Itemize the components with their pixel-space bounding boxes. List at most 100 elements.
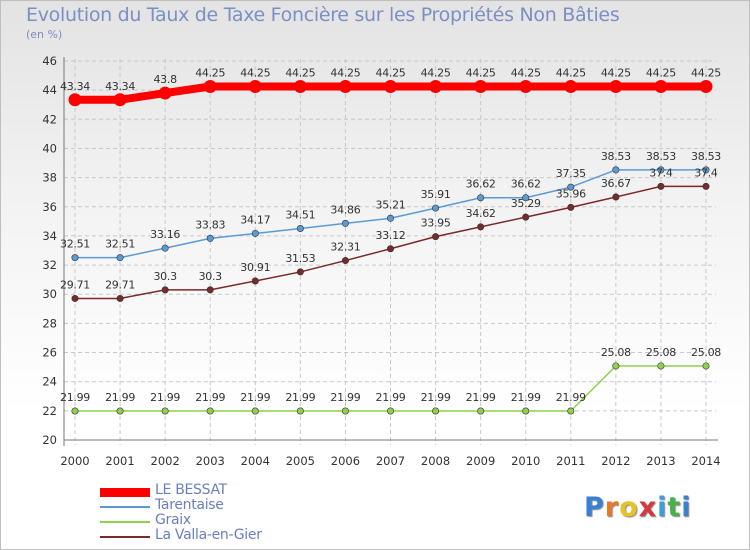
chart-title: Evolution du Taux de Taxe Foncière sur l…	[26, 4, 620, 26]
x-tick-label: 2012	[601, 454, 630, 468]
data-label: 44.25	[691, 67, 721, 80]
logo-letter: o	[619, 492, 639, 523]
data-label: 34.51	[285, 208, 315, 221]
x-tick-label: 2009	[466, 454, 495, 468]
data-point	[567, 407, 575, 415]
data-point	[564, 80, 578, 94]
data-point	[474, 80, 488, 94]
data-label: 21.99	[105, 391, 135, 404]
data-label: 21.99	[556, 391, 586, 404]
data-point	[522, 407, 530, 415]
logo-letter: r	[604, 492, 620, 523]
legend-swatch	[100, 536, 150, 538]
data-point	[296, 224, 304, 232]
data-label: 30.3	[199, 270, 223, 283]
y-tick-label: 26	[42, 346, 57, 360]
data-label: 21.99	[421, 391, 451, 404]
data-point	[161, 244, 169, 252]
data-point	[432, 233, 440, 241]
y-tick-label: 42	[42, 112, 57, 126]
x-tick-label: 2005	[286, 454, 315, 468]
data-label: 44.25	[511, 67, 541, 80]
data-point	[384, 80, 397, 94]
legend-swatch	[100, 487, 150, 497]
data-point	[296, 407, 304, 415]
x-tick-label: 2013	[646, 454, 675, 468]
data-label: 44.25	[330, 67, 360, 80]
x-tick-label: 2002	[151, 454, 180, 468]
data-point	[251, 407, 259, 415]
data-label: 44.25	[285, 67, 315, 80]
data-label: 21.99	[195, 391, 225, 404]
data-label: 36.62	[466, 178, 496, 191]
data-label: 35.91	[421, 188, 451, 201]
data-label: 21.99	[511, 391, 541, 404]
data-point	[296, 268, 304, 276]
legend-label: LE BESSAT	[155, 482, 227, 498]
data-point	[158, 86, 172, 100]
data-label: 29.71	[60, 278, 90, 291]
legend-swatch	[100, 506, 150, 508]
data-label: 29.71	[105, 278, 135, 291]
data-point	[203, 80, 217, 94]
x-tick-label: 2010	[511, 454, 540, 468]
data-label: 36.67	[601, 177, 631, 190]
data-label: 44.25	[466, 67, 496, 80]
data-label: 25.08	[601, 346, 631, 359]
y-tick-label: 38	[42, 171, 57, 185]
data-label: 35.29	[511, 197, 541, 210]
data-label: 33.83	[195, 218, 225, 231]
data-point	[116, 254, 124, 262]
data-label: 30.3	[153, 270, 177, 283]
data-point	[567, 203, 575, 211]
data-point	[477, 407, 485, 415]
y-axis-unit: (en %)	[26, 28, 63, 41]
data-point	[612, 166, 620, 174]
data-label: 32.31	[330, 241, 360, 254]
data-point	[612, 193, 620, 201]
y-tick-label: 32	[42, 258, 57, 272]
data-label: 38.53	[601, 150, 631, 163]
data-label: 35.96	[556, 187, 586, 200]
data-label: 43.34	[105, 80, 135, 93]
data-label: 36.62	[511, 178, 541, 191]
x-tick-label: 2011	[556, 454, 585, 468]
data-label: 37.4	[694, 166, 718, 179]
data-label: 33.95	[421, 217, 451, 230]
data-point	[386, 245, 394, 253]
data-label: 25.08	[691, 346, 721, 359]
logo-letter: i	[657, 492, 668, 523]
data-point	[477, 194, 485, 202]
data-point	[477, 223, 485, 231]
data-label: 33.12	[376, 229, 406, 242]
data-point	[657, 362, 665, 370]
data-label: 21.99	[60, 391, 90, 404]
data-point	[71, 254, 79, 262]
x-tick-label: 2000	[60, 454, 89, 468]
data-label: 44.25	[240, 67, 270, 80]
data-point	[68, 93, 82, 107]
data-point	[116, 294, 124, 302]
data-point	[522, 194, 530, 202]
logo-letter: i	[681, 492, 692, 523]
data-point	[519, 80, 533, 94]
data-label: 34.86	[330, 203, 360, 216]
data-label: 38.53	[646, 150, 676, 163]
y-tick-label: 20	[42, 433, 57, 447]
data-label: 44.25	[556, 67, 586, 80]
x-tick-label: 2007	[376, 454, 405, 468]
data-point	[248, 80, 262, 94]
y-tick-label: 44	[42, 83, 57, 97]
data-label: 33.16	[150, 228, 180, 241]
data-point	[702, 182, 710, 190]
data-point	[609, 80, 623, 94]
data-label: 32.51	[60, 238, 90, 251]
data-point	[657, 182, 665, 190]
y-tick-label: 40	[42, 141, 57, 155]
logo-letter: t	[667, 492, 682, 523]
data-label: 31.53	[285, 252, 315, 265]
data-point	[386, 214, 394, 222]
data-point	[699, 80, 713, 94]
data-label: 32.51	[105, 238, 135, 251]
